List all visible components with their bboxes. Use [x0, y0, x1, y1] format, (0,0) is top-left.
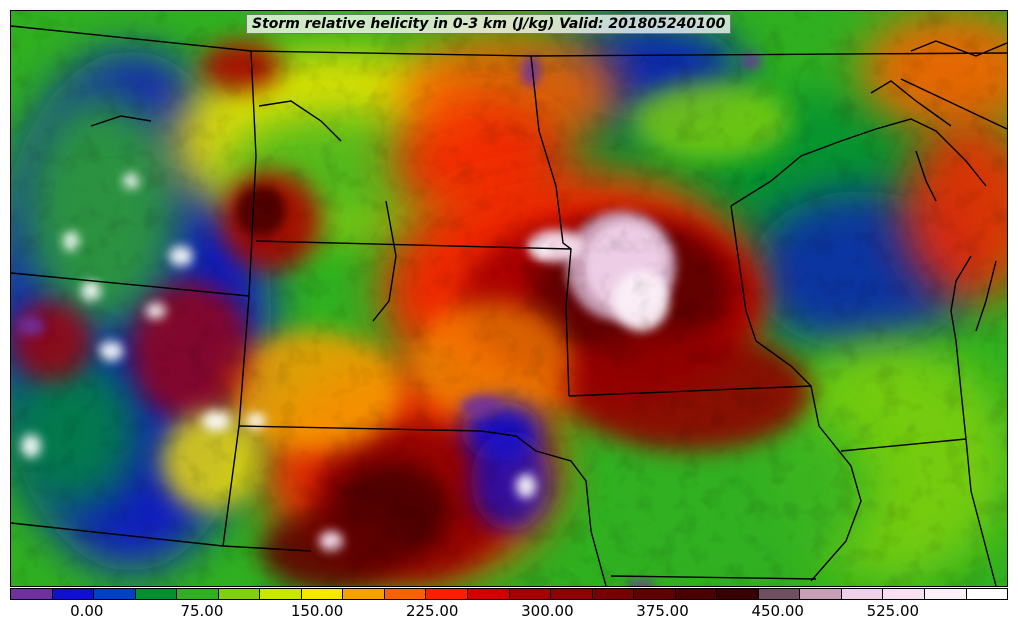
coastline	[870, 80, 952, 127]
boundary-line	[480, 430, 607, 586]
colorbar-swatch	[800, 589, 842, 599]
political-boundaries	[11, 25, 1007, 586]
helicity-field	[11, 11, 1007, 586]
colorbar-swatch	[52, 589, 95, 599]
helicity-field-map	[11, 11, 1007, 586]
colorbar-swatch	[468, 589, 510, 599]
colorbar-swatch	[925, 589, 967, 599]
colorbar-swatch	[343, 589, 385, 599]
river-line	[372, 200, 397, 322]
boundary-line	[11, 522, 312, 552]
colorbar	[10, 588, 1008, 600]
colorbar-swatch	[301, 589, 344, 599]
map-panel	[10, 10, 1008, 587]
colorbar-tick-label: 0.00	[70, 602, 104, 620]
colorbar-swatch	[717, 589, 759, 599]
river-line	[258, 100, 342, 142]
colorbar-swatch	[675, 589, 718, 599]
boundary-line	[730, 205, 812, 387]
colorbar-tick-label: 300.00	[521, 602, 574, 620]
boundary-line	[11, 272, 250, 297]
colorbar-tick-label: 450.00	[751, 602, 804, 620]
colorbar-swatch	[260, 589, 302, 599]
colorbar-tick-label: 75.00	[180, 602, 224, 620]
boundary-line	[530, 55, 572, 397]
colorbar-swatch	[841, 589, 884, 599]
coastline	[915, 150, 937, 202]
boundary-line	[238, 425, 482, 432]
colorbar-swatch	[758, 589, 801, 599]
boundary-line	[965, 438, 997, 586]
colorbar-swatch	[94, 589, 136, 599]
colorbar-swatch	[592, 589, 635, 599]
boundary-line	[11, 25, 1007, 57]
colorbar-swatch	[634, 589, 676, 599]
colorbar-swatch	[551, 589, 593, 599]
boundary-line	[900, 78, 1007, 130]
colorbar-tick-label: 375.00	[636, 602, 689, 620]
river-line	[90, 115, 152, 127]
colorbar-swatch	[509, 589, 552, 599]
coastline	[730, 118, 987, 207]
colorbar-swatch	[135, 589, 178, 599]
coastline	[910, 40, 1007, 57]
colorbar-tick-label: 525.00	[866, 602, 920, 620]
coastline	[950, 255, 972, 440]
boundary-line	[255, 240, 572, 250]
map-title: Storm relative helicity in 0-3 km (J/kg)…	[246, 14, 732, 34]
colorbar-swatch	[384, 589, 427, 599]
colorbar-swatch	[11, 589, 53, 599]
colorbar-tick-label: 150.00	[290, 602, 344, 620]
boundary-line	[840, 438, 967, 452]
boundary-line	[610, 575, 817, 580]
coastline	[975, 260, 997, 332]
field-texture	[11, 11, 1007, 586]
colorbar-swatch	[966, 589, 1008, 599]
colorbar-tick-labels: 0.00 75.00 150.00 225.00 300.00 375.00 450.00 5…	[10, 602, 1008, 624]
colorbar-swatch	[883, 589, 926, 599]
colorbar-swatch	[426, 589, 469, 599]
colorbar-swatch	[218, 589, 261, 599]
colorbar-swatch	[177, 589, 219, 599]
colorbar-tick-label: 225.00	[405, 602, 459, 620]
